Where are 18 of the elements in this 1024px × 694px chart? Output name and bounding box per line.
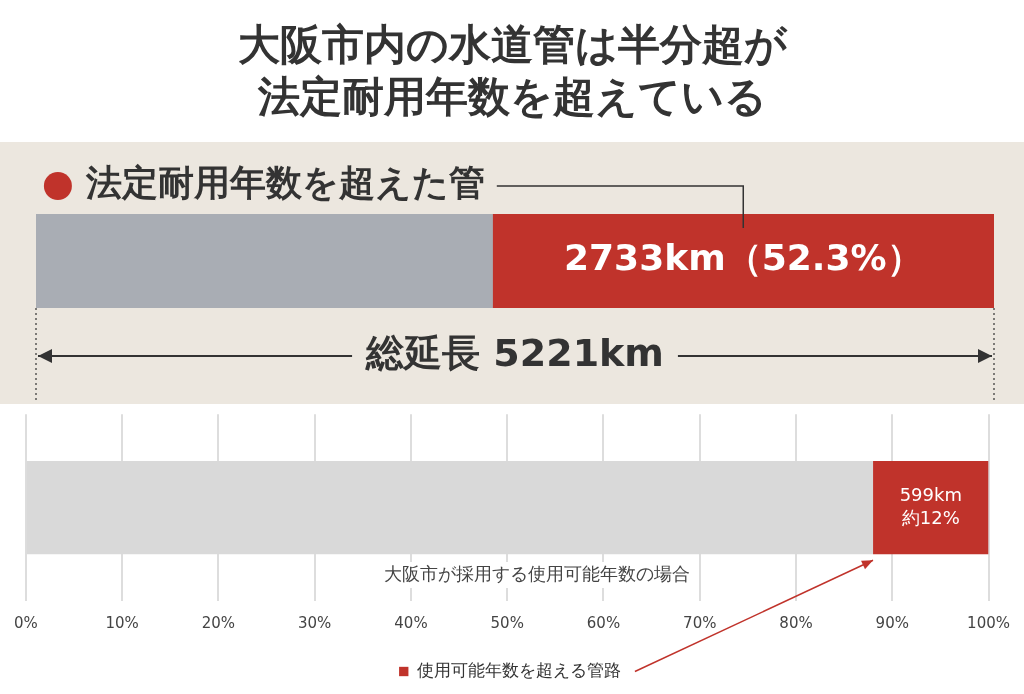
x-tick-label: 0% xyxy=(14,613,38,632)
legend-label: 使用可能年数を超える管路 xyxy=(416,659,621,680)
x-tick-label: 80% xyxy=(779,613,813,632)
annotation: 大阪市が採用する使用可能年数の場合 xyxy=(384,562,691,584)
chart-title: 大阪市内の水道管は半分超が法定耐用年数を超えている xyxy=(236,19,789,123)
x-tick-label: 90% xyxy=(875,613,909,632)
x-tick-label: 100% xyxy=(967,613,1010,632)
legend-label: 法定耐用年数を超えた管 xyxy=(84,162,485,204)
data-label: 2733km（52.3%） xyxy=(563,237,923,279)
x-tick-label: 40% xyxy=(394,613,428,632)
text: 総延長 5221km xyxy=(365,330,664,375)
x-tick-label: 20% xyxy=(201,613,236,632)
x-tick-label: 60% xyxy=(586,613,621,632)
x-tick-label: 70% xyxy=(683,613,717,632)
data-label: 599km 約12% xyxy=(899,484,962,528)
x-tick-label: 30% xyxy=(298,613,332,632)
x-tick-label: 50% xyxy=(490,613,524,632)
x-tick-label: 10% xyxy=(105,613,139,632)
